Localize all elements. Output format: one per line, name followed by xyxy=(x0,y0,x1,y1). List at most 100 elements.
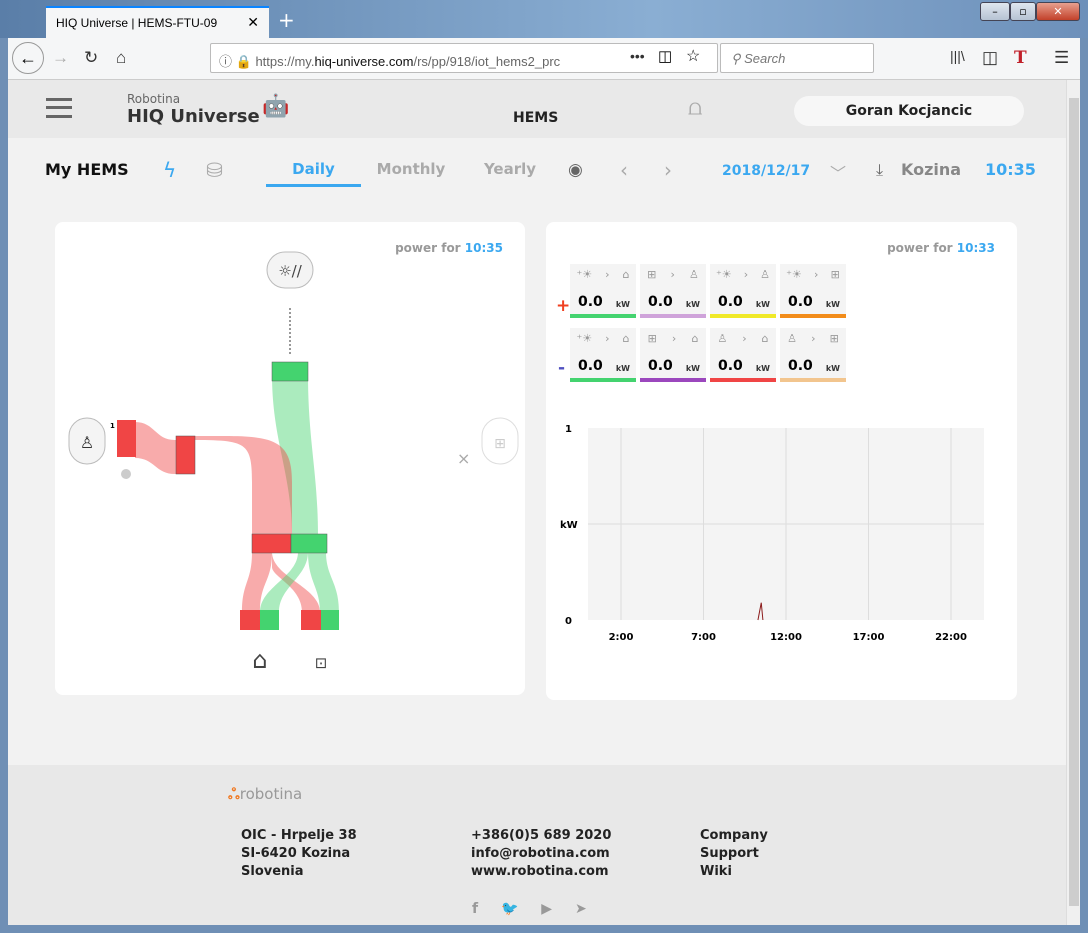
arrow-icon: › xyxy=(605,268,610,281)
reload-button[interactable]: ↻ xyxy=(84,48,99,67)
library-icon[interactable]: |||\ xyxy=(950,48,965,64)
home-grid-node[interactable] xyxy=(240,610,260,630)
arrow-icon: › xyxy=(605,332,610,345)
sidebar-icon[interactable]: ◫ xyxy=(982,48,999,67)
tile-color-bar xyxy=(780,314,846,318)
socket-grid-node[interactable] xyxy=(301,610,321,630)
home-button[interactable]: ⌂ xyxy=(116,48,127,67)
solar-icon: ⁺☀ xyxy=(786,268,802,281)
grid-button[interactable]: ♙ xyxy=(68,417,106,465)
info-icon[interactable]: ⓘ xyxy=(219,54,233,69)
pocket-icon[interactable]: ◫ xyxy=(658,48,673,65)
home-icon[interactable]: ⌂ xyxy=(252,646,267,674)
tile-color-bar xyxy=(570,378,636,382)
consumption-solar-node[interactable] xyxy=(290,533,328,554)
prev-day-icon[interactable]: ‹ xyxy=(620,158,628,182)
battery-button[interactable]: ⊞ xyxy=(481,417,519,465)
new-tab-button[interactable]: + xyxy=(278,8,295,32)
website-link[interactable]: www.robotina.com xyxy=(471,864,609,879)
facebook-icon[interactable]: f xyxy=(472,901,479,917)
tile-value: 0.0 xyxy=(718,294,743,310)
next-day-icon[interactable]: › xyxy=(664,158,672,182)
y-axis-label: kW xyxy=(560,520,578,531)
company-link[interactable]: Company xyxy=(700,828,768,843)
youtube-icon[interactable]: ▶ xyxy=(541,901,553,917)
arrow-icon: › xyxy=(670,268,675,281)
grid-intermediate-node[interactable] xyxy=(175,435,196,475)
arrow-icon: › xyxy=(811,332,816,345)
forward-button[interactable]: → xyxy=(52,48,69,67)
more-icon[interactable]: ••• xyxy=(630,48,645,64)
home-icon: ⌂ xyxy=(761,332,769,345)
arrow-icon: › xyxy=(742,332,747,345)
support-link[interactable]: Support xyxy=(700,846,759,861)
brand-title: HIQ Universe xyxy=(127,106,260,127)
telegram-icon[interactable]: ➤ xyxy=(574,901,587,917)
minimize-button[interactable]: – xyxy=(980,2,1010,21)
wiki-link[interactable]: Wiki xyxy=(700,864,732,879)
flow-tile-grid-to-home: ♙ › ⌂ 0.0 kW xyxy=(710,328,776,382)
bookmark-star-icon[interactable]: ☆ xyxy=(686,48,701,65)
tile-unit: kW xyxy=(755,300,770,309)
database-icon[interactable]: ⛁ xyxy=(206,158,223,182)
arrow-icon: › xyxy=(814,268,819,281)
chevron-down-icon[interactable]: ﹀ xyxy=(830,164,847,183)
twitter-icon[interactable]: 🐦 xyxy=(500,901,519,917)
record-icon[interactable]: ◉ xyxy=(568,160,583,180)
home-solar-node[interactable] xyxy=(260,610,279,630)
extension-t-icon[interactable]: T xyxy=(1014,48,1027,68)
tab-yearly[interactable]: Yearly xyxy=(483,160,537,178)
close-window-button[interactable]: ✕ xyxy=(1036,2,1080,21)
tile-color-bar xyxy=(640,314,706,318)
scrollbar[interactable] xyxy=(1066,80,1080,925)
lock-icon: 🔒 xyxy=(235,54,252,69)
flow-tile-battery-to-home: ⊞ › ⌂ 0.0 kW xyxy=(640,328,706,382)
tile-color-bar xyxy=(570,314,636,318)
sub-navigation: My HEMS ϟ ⛁ Daily Monthly Yearly ◉ ‹ › 2… xyxy=(8,138,1066,200)
menu-icon[interactable]: ☰ xyxy=(1054,48,1070,67)
maximize-button[interactable]: ▫ xyxy=(1010,2,1036,21)
socket-icon[interactable]: ⊡ xyxy=(315,654,328,672)
close-tab-icon[interactable]: ✕ xyxy=(247,14,259,30)
x-tick-label: 12:00 xyxy=(770,632,802,643)
grid-node[interactable] xyxy=(117,420,136,457)
solar-flow xyxy=(272,374,318,537)
consumption-grid-node[interactable] xyxy=(251,533,292,554)
power-chart: 2:00 7:00 12:00 17:00 22:00 0 1 kW xyxy=(560,424,984,643)
close-icon[interactable]: × xyxy=(457,449,470,468)
address-line: Slovenia xyxy=(241,864,304,879)
flow-tile-battery-to-grid: ⊞ › ♙ 0.0 kW xyxy=(640,264,706,318)
email-link[interactable]: info@robotina.com xyxy=(471,846,610,861)
phone-link[interactable]: +386(0)5 689 2020 xyxy=(471,828,612,843)
battery-icon: ⊞ xyxy=(830,268,840,281)
footer: ஃrobotina OIC - Hrpelje 38 SI-6420 Kozina… xyxy=(8,765,1066,925)
solar-icon: ⁺☀ xyxy=(716,268,732,281)
url-bar[interactable]: ⓘ 🔒 https://my.hiq-universe.com/rs/pp/91… xyxy=(210,43,718,73)
socket-solar-node[interactable] xyxy=(321,610,339,630)
solar-button[interactable]: ☼// xyxy=(266,251,314,289)
search-input[interactable]: ⚲ Search xyxy=(720,43,874,73)
download-icon[interactable]: ⤓ xyxy=(876,160,884,179)
lightning-icon[interactable]: ϟ xyxy=(163,158,177,182)
address-line: OIC - Hrpelje 38 xyxy=(241,828,357,843)
hamburger-menu-icon[interactable] xyxy=(46,98,72,118)
grid-to-socket-flow xyxy=(272,552,320,612)
location-label: Kozina xyxy=(901,160,962,179)
x-tick-label: 2:00 xyxy=(609,632,634,643)
power-tiles-card: power for 10:33 + - ⁺☀ › ⌂ 0.0 kW ⊞ › ♙ 0.0 … xyxy=(546,222,1017,700)
solar-node[interactable] xyxy=(271,361,309,382)
scrollbar-thumb[interactable] xyxy=(1069,98,1079,906)
series-line xyxy=(757,602,764,621)
brand-small: Robotina xyxy=(127,92,181,106)
section-title: HEMS xyxy=(513,110,559,126)
tile-unit: kW xyxy=(615,364,630,373)
back-button[interactable]: ← xyxy=(12,42,44,74)
tab-monthly[interactable]: Monthly xyxy=(376,160,446,178)
notification-bell-icon[interactable]: ⩍ xyxy=(688,96,703,121)
date-picker[interactable]: 2018/12/17 xyxy=(722,163,811,179)
browser-tab[interactable]: HIQ Universe | HEMS-FTU-09 ✕ xyxy=(46,6,269,38)
tab-daily[interactable]: Daily xyxy=(266,160,361,187)
user-button[interactable]: Goran Kocjancic xyxy=(794,96,1024,126)
tile-unit: kW xyxy=(755,364,770,373)
grid-to-home-flow xyxy=(242,552,272,612)
